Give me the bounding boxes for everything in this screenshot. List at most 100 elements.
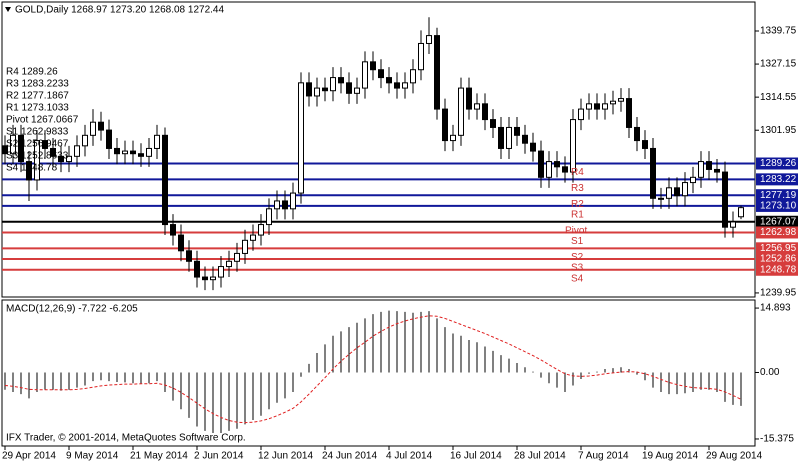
- price-label-box: [756, 263, 798, 276]
- x-tick-label: 19 Aug 2014: [642, 451, 699, 462]
- y-tick-label: -15.375: [760, 434, 794, 445]
- candle-body: [546, 161, 552, 178]
- x-tick-label: 28 Jul 2014: [514, 451, 566, 462]
- candle-body: [610, 100, 616, 105]
- price-label: 1248.78: [760, 264, 797, 275]
- y-tick-label: 1314.55: [760, 92, 797, 103]
- x-tick-label: 2 Jun 2014: [194, 451, 244, 462]
- x-tick-label: 24 Jun 2014: [322, 451, 377, 462]
- candle-body: [506, 126, 512, 149]
- candle-body: [514, 126, 520, 136]
- candle-body: [658, 197, 664, 200]
- candle-body: [18, 134, 24, 163]
- candle-body: [690, 176, 696, 184]
- candle-body: [698, 161, 704, 178]
- candle-body: [154, 134, 160, 149]
- x-tick-label: 16 Jul 2014: [450, 451, 502, 462]
- x-tick-label: 9 May 2014: [66, 451, 119, 462]
- candle-body: [138, 153, 144, 157]
- candle-body: [34, 140, 40, 181]
- candle-body: [634, 126, 640, 142]
- candle-body: [202, 276, 208, 281]
- candle-body: [426, 35, 432, 44]
- candle-body: [378, 69, 384, 79]
- candle-body: [618, 98, 624, 102]
- candle-body: [50, 147, 56, 157]
- level-legend: S4 1248.78: [6, 163, 58, 174]
- candle-body: [258, 224, 264, 236]
- candle-body: [338, 77, 344, 84]
- level-legend: S1 1262.9833: [6, 127, 69, 138]
- level-name: R2: [571, 199, 584, 210]
- y-tick-label: 1327.15: [760, 59, 797, 70]
- candle-body: [394, 82, 400, 89]
- candle-body: [82, 134, 88, 147]
- x-tick-label: 29 Aug 2014: [706, 451, 763, 462]
- candle-body: [170, 224, 176, 236]
- overlay: 1239.95 1301.95 1314.55 1327.15 1339.75 R4 12…: [2, 26, 798, 462]
- candle-body: [450, 134, 456, 142]
- candle-body: [602, 103, 608, 110]
- candle-body: [218, 266, 224, 278]
- candle-body: [482, 103, 488, 121]
- price-label: 1262.98: [760, 227, 797, 238]
- candle-body: [186, 250, 192, 262]
- candle-body: [554, 161, 560, 168]
- candle-body: [706, 161, 712, 170]
- x-tick-label: 7 Aug 2014: [578, 451, 629, 462]
- candle-body: [10, 134, 16, 155]
- candle-body: [210, 276, 216, 281]
- candle-body: [674, 187, 680, 197]
- price-label-box: [756, 226, 798, 239]
- candle-body: [738, 207, 744, 218]
- candle-body: [266, 208, 272, 226]
- candle-body: [250, 234, 256, 241]
- candle-body: [114, 147, 120, 155]
- level-name: S2: [571, 252, 584, 263]
- main-plot: [2, 17, 755, 291]
- candle-body: [578, 108, 584, 121]
- y-tick-label: 14.893: [760, 303, 791, 314]
- candle-body: [442, 108, 448, 142]
- level-legend: R4 1289.26: [6, 67, 58, 78]
- y-tick-label: 1239.95: [760, 288, 797, 299]
- level-legend: R3 1283.2233: [6, 79, 69, 90]
- candle-body: [370, 61, 376, 71]
- candle-body: [570, 119, 576, 173]
- candle-body: [362, 61, 368, 89]
- candle-body: [146, 147, 152, 157]
- candle-body: [522, 134, 528, 144]
- price-label-box: [756, 189, 798, 202]
- candle-body: [530, 142, 536, 152]
- level-name: R1: [571, 210, 584, 221]
- x-tick-label: 4 Jul 2014: [386, 451, 433, 462]
- candle-body: [682, 182, 688, 197]
- candle-body: [2, 145, 8, 155]
- menu-arrow[interactable]: [5, 7, 11, 12]
- candle-body: [42, 140, 48, 149]
- candle-body: [354, 87, 360, 94]
- candle-body: [242, 239, 248, 254]
- candle-body: [290, 192, 296, 210]
- price-label: 1267.07: [760, 216, 797, 227]
- candle-body: [282, 200, 288, 210]
- candle-body: [458, 87, 464, 136]
- candle-body: [90, 121, 96, 136]
- candle-body: [298, 82, 304, 194]
- candle-body: [586, 103, 592, 110]
- price-label: 1273.10: [760, 201, 797, 212]
- price-label-box: [756, 173, 798, 186]
- candle-body: [274, 200, 280, 210]
- y-tick-label: 0.00: [760, 367, 780, 378]
- macd-panel: [1, 299, 756, 447]
- candle-body: [58, 155, 64, 163]
- price-label: 1283.22: [760, 174, 797, 185]
- candle-body: [226, 260, 232, 268]
- price-label-box: [756, 199, 798, 212]
- candle-body: [106, 129, 112, 149]
- candle-body: [730, 221, 736, 228]
- price-label-box: [756, 253, 798, 266]
- macd-title: MACD(12,26,9) -7.722 -6.205: [6, 304, 138, 315]
